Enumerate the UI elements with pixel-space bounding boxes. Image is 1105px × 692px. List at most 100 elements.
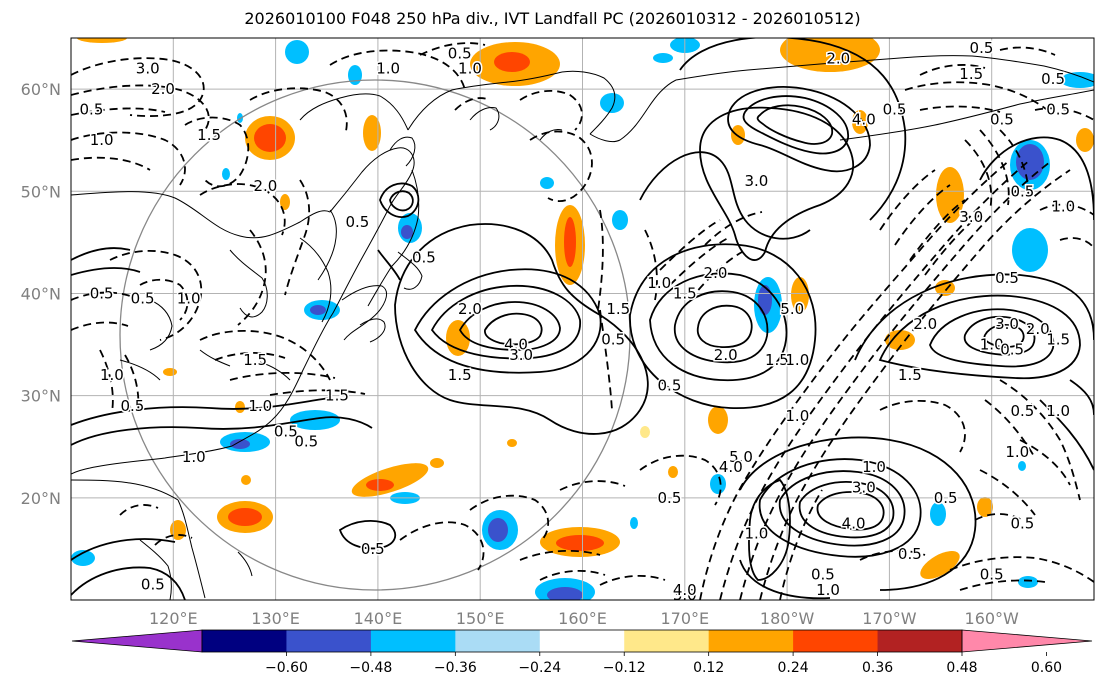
- contour-label: 0.5: [898, 545, 922, 563]
- contour-label: 0.5: [141, 576, 165, 594]
- contour-label: 1.5: [448, 366, 472, 384]
- contour-label: 0.5: [448, 44, 472, 62]
- longitude-tick-labels: 120°E 130°E 140°E 150°E 160°E 170°E 180°W 170°W…: [149, 609, 1019, 628]
- contour-label: 0.5: [120, 397, 144, 415]
- contour-label: 1.0: [376, 60, 400, 78]
- contour-label: 1.0: [1005, 443, 1029, 461]
- contour-label: 1.0: [177, 290, 201, 308]
- divergence-shading: [71, 38, 1094, 600]
- contour-label: 2.0: [826, 49, 850, 67]
- colorbar-extend-high: [961, 629, 1093, 653]
- contour-label: 4.0: [719, 458, 743, 476]
- colorbar-tick-label: −0.48: [349, 660, 392, 676]
- colorbar-segment: [793, 630, 879, 652]
- latitude-tick-labels: 20°N 30°N 40°N 50°N 60°N: [21, 80, 61, 508]
- contour-label: 0.5: [658, 489, 682, 507]
- contour-label: 2.0: [714, 346, 738, 364]
- contour-label: 1.0: [647, 274, 671, 292]
- contour-label: 0.5: [970, 39, 994, 57]
- contour-label: 1.0: [1051, 198, 1075, 216]
- map-title: 2026010100 F048 250 hPa div., IVT Landfa…: [244, 9, 861, 28]
- contour-label: 1.5: [197, 126, 221, 144]
- colorbar-segment: [455, 630, 541, 652]
- contour-label: 1.0: [980, 336, 1004, 354]
- contour-label: 1.0: [1046, 402, 1070, 420]
- contour-label: 0.5: [601, 330, 625, 348]
- contour-label: 1.0: [248, 397, 272, 415]
- contour-label: 0.5: [80, 101, 104, 119]
- map-frame: [70, 37, 1095, 601]
- contour-label: 2.0: [913, 315, 937, 333]
- contour-label: 2.0: [151, 80, 175, 98]
- colorbar-extend-low: [71, 629, 203, 653]
- contour-label: 5.0: [780, 300, 804, 318]
- colorbar-segment: [624, 630, 710, 652]
- contour-label: 1.5: [606, 300, 630, 318]
- lat-tick-label: 20°N: [21, 489, 61, 508]
- contour-label: 0.5: [1046, 101, 1070, 119]
- colorbar-tick-label: −0.60: [265, 660, 308, 676]
- lat-tick-label: 40°N: [21, 284, 61, 303]
- contour-label: 0.5: [294, 433, 318, 451]
- lat-tick-label: 30°N: [21, 387, 61, 406]
- colorbar-tick-label: 0.36: [862, 660, 893, 676]
- colorbar-segment: [877, 630, 963, 652]
- contour-label: 0.5: [90, 284, 114, 302]
- contour-label: 3.0: [673, 586, 697, 604]
- contour-label: 1.5: [673, 284, 697, 302]
- colorbar-tick-label: 0.48: [946, 660, 977, 676]
- contour-label: 5.0: [729, 448, 753, 466]
- contour-label: 1.5: [243, 351, 267, 369]
- colorbar-segment: [539, 630, 625, 652]
- contour-label: 0.5: [1041, 70, 1065, 88]
- contour-label: 2.0: [1026, 320, 1050, 338]
- contour-label: 2.0: [458, 300, 482, 318]
- contour-label: 4.0: [504, 336, 528, 354]
- colorbar-tick-label: −0.12: [603, 660, 646, 676]
- contour-label: 4.0: [673, 581, 697, 599]
- colorbar-tick-label: −0.24: [518, 660, 561, 676]
- lon-tick-label: 170°E: [660, 609, 709, 628]
- lon-tick-label: 150°E: [456, 609, 505, 628]
- colorbar-tick-label: −0.36: [434, 660, 477, 676]
- contour-label: 4.0: [852, 111, 876, 129]
- colorbar-segment: [286, 630, 372, 652]
- lat-tick-label: 50°N: [21, 182, 61, 201]
- contour-label: 1.5: [1046, 330, 1070, 348]
- colorbar-tick-label: 0.24: [778, 660, 809, 676]
- contour-label: 0.5: [658, 376, 682, 394]
- contour-label: 1.5: [959, 65, 983, 83]
- contour-label: 1.5: [325, 387, 349, 405]
- contour-label: 3.0: [995, 315, 1019, 333]
- contour-label: 0.5: [990, 111, 1014, 129]
- contour-label: 3.0: [744, 172, 768, 190]
- contour-label: 2.0: [704, 264, 728, 282]
- lon-tick-label: 160°E: [558, 609, 607, 628]
- contour-label: 3.0: [959, 208, 983, 226]
- contour-label: 0.5: [995, 269, 1019, 287]
- contour-label: 1.5: [765, 351, 789, 369]
- contour-label: 0.5: [811, 565, 835, 583]
- contour-label: 0.5: [883, 101, 907, 119]
- contour-label: 1.0: [785, 351, 809, 369]
- contour-label: 0.5: [274, 422, 298, 440]
- contour-label: 3.0: [852, 479, 876, 497]
- contour-label: 0.5: [1000, 341, 1024, 359]
- contour-label: 0.5: [1010, 514, 1034, 532]
- colorbar-tick-label: 0.12: [693, 660, 724, 676]
- lon-tick-label: 180°W: [760, 609, 815, 628]
- contour-label: 2.0: [253, 177, 277, 195]
- contour-label: 3.0: [509, 346, 533, 364]
- lat-tick-label: 60°N: [21, 80, 61, 99]
- contour-label: 3.0: [136, 60, 160, 78]
- colorbar-segment: [202, 630, 287, 652]
- contour-label: 1.0: [816, 581, 840, 599]
- contour-label: 1.0: [862, 458, 886, 476]
- contour-label: 1.0: [785, 407, 809, 425]
- lon-tick-label: 160°W: [965, 609, 1020, 628]
- contour-label: 1.0: [100, 366, 124, 384]
- contour-label: 0.5: [980, 565, 1004, 583]
- contour-label: 0.5: [934, 489, 958, 507]
- contour-label: 0.5: [361, 540, 385, 558]
